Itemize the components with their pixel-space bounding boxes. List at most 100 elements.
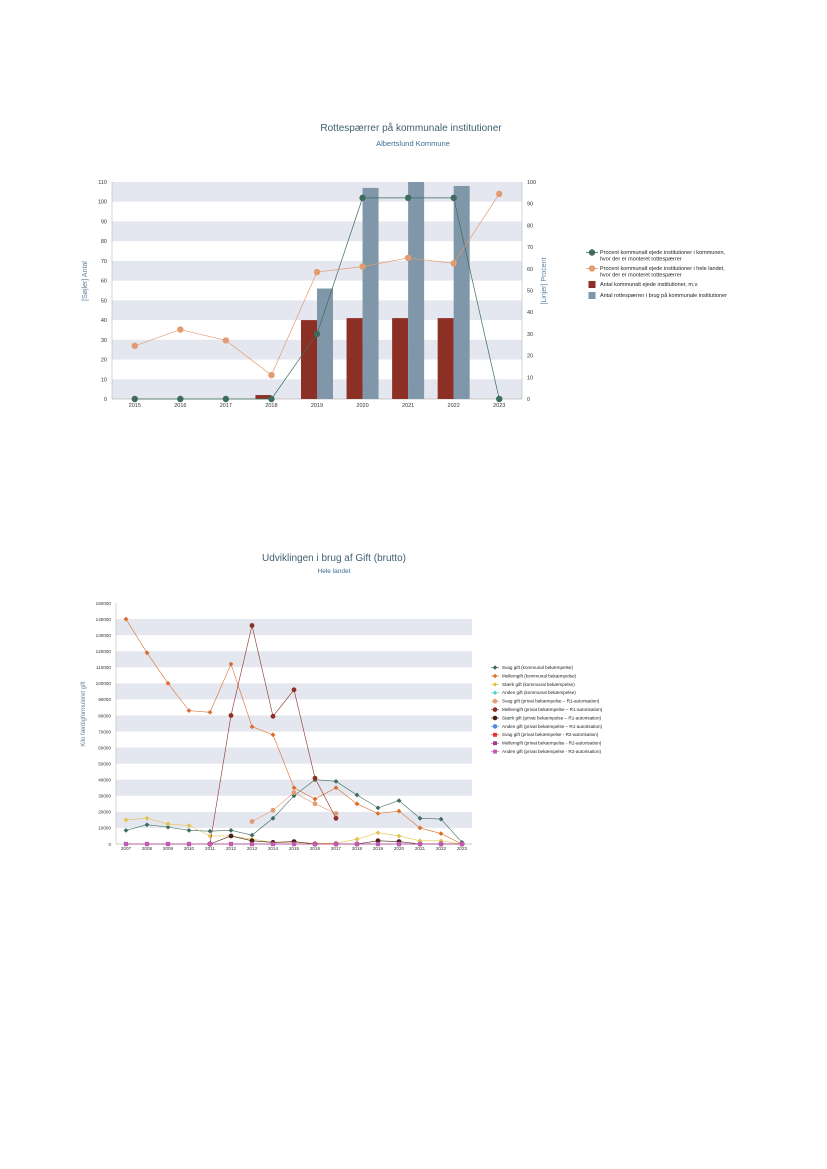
- chart2-point: [144, 815, 150, 821]
- chart2-legend-label: Stærk gift (privat bekæmpelse – R1-autor…: [502, 715, 602, 720]
- chart2-legend: Svag gift (kommunal bekæmpelse) Mellemgif…: [491, 665, 603, 754]
- chart2-point: [396, 833, 402, 839]
- chart2-legend-label: Anden gift (privat bekæmpelse - R2-autor…: [502, 749, 602, 754]
- chart1-x-tick-label: 2022: [448, 403, 460, 409]
- chart2-point: [123, 616, 129, 622]
- chart2-x-tick-label: 2014: [268, 846, 279, 851]
- chart1-point: [131, 395, 138, 403]
- chart2-legend-label: Mellemgift (privat bekæmpelse - R2-autor…: [502, 741, 602, 746]
- chart2-point: [270, 807, 276, 813]
- chart1-right-tick-label: 10: [527, 375, 533, 381]
- chart2-legend-label: Mellemgift (privat bekæmpelse – R1-autor…: [502, 707, 603, 712]
- chart2-point: [291, 687, 297, 693]
- chart2-point: [438, 841, 444, 847]
- chart2-point: [186, 827, 192, 833]
- chart1-point: [404, 254, 412, 262]
- chart2-point: [165, 821, 171, 827]
- chart2-point: [459, 841, 465, 847]
- chart1-point: [359, 194, 366, 202]
- chart1-point: [268, 371, 275, 379]
- chart2-point: [375, 830, 381, 836]
- chart2-point: [228, 833, 234, 839]
- chart1-point: [222, 395, 230, 403]
- chart2-point: [207, 828, 213, 834]
- chart2-x-tick-label: 2009: [163, 846, 174, 851]
- chart2-legend-label: Anden gift (privat bekæmpelse – R1-autor…: [502, 724, 603, 729]
- chart2-point: [249, 724, 255, 730]
- chart-gift-udvikling: Udviklingen i brug af Gift (brutto) Hele…: [81, 553, 603, 851]
- chart2-point: [333, 785, 339, 791]
- chart2-x-tick-label: 2017: [331, 846, 342, 851]
- chart2-x-tick-label: 2021: [415, 846, 426, 851]
- chart2-point: [354, 836, 360, 842]
- chart2-point: [312, 801, 318, 807]
- chart2-left-axis-label: Kilo færdigformuleret gift: [81, 681, 87, 747]
- chart2-point: [417, 815, 423, 821]
- chart1-point: [313, 330, 321, 338]
- chart2-legend-marker: [493, 749, 497, 754]
- chart1-bar: [437, 318, 454, 399]
- chart1-left-tick-label: 30: [101, 338, 107, 344]
- chart2-x-tick-label: 2007: [121, 846, 132, 851]
- chart2-point: [228, 661, 234, 667]
- chart2-legend-marker: [492, 665, 498, 670]
- chart1-x-tick-label: 2019: [311, 403, 323, 409]
- chart1-point: [450, 194, 457, 202]
- chart1-plot-area: 0 10 20 30 40 50 60 70 80 90 100 110 0 10 20 30 40 50 60 70…: [98, 180, 536, 409]
- chart2-point: [144, 822, 150, 828]
- chart1-right-tick-label: 30: [527, 332, 533, 338]
- chart2-point: [123, 817, 129, 823]
- chart1-legend-label: Procent kommunalt ejede institutioner i …: [600, 266, 725, 279]
- chart2-point: [375, 811, 381, 816]
- chart2-x-tick-label: 2012: [226, 846, 237, 851]
- chart1-left-axis-label: [Søjler] Antal: [82, 261, 89, 301]
- chart1-right-tick-label: 50: [527, 289, 533, 295]
- chart1-right-axis-label: [Linjer] Procent: [541, 257, 548, 304]
- chart2-point: [396, 841, 402, 847]
- chart1-legend-label: Procent kommunalt ejede institutioner i …: [600, 250, 726, 263]
- chart2-grid-band: [116, 619, 472, 636]
- chart2-legend-label: Svag gift (privat bekæmpelse - R2-autori…: [502, 732, 599, 737]
- chart2-point: [165, 680, 171, 686]
- chart1-right-tick-label: 0: [527, 397, 530, 403]
- chart1-legend-swatch: [588, 292, 596, 299]
- chart1-point: [313, 268, 321, 276]
- chart2-point: [270, 815, 276, 821]
- chart2-point: [333, 815, 339, 821]
- chart1-point: [131, 342, 138, 350]
- chart2-legend-marker: [492, 707, 498, 712]
- chart1-left-tick-label: 40: [101, 318, 107, 324]
- chart2-legend-label: Anden gift (kommunal bekæmpelse): [502, 690, 576, 695]
- chart2-grid-band: [116, 811, 472, 828]
- chart2-point: [165, 841, 171, 847]
- chart1-point: [496, 190, 503, 198]
- chart1-x-tick-label: 2021: [402, 403, 414, 409]
- chart2-point: [270, 713, 276, 719]
- chart2-point: [291, 841, 297, 847]
- chart2-grid-band: [116, 715, 472, 732]
- chart2-point: [228, 713, 234, 718]
- chart2-legend-marker: [492, 724, 498, 729]
- chart1-point: [404, 194, 412, 202]
- chart1-bar: [453, 185, 470, 399]
- chart2-point: [207, 841, 213, 847]
- chart2-point: [291, 790, 297, 795]
- chart2-point: [312, 841, 318, 847]
- chart1-point: [177, 326, 184, 333]
- chart2-x-tick-label: 2010: [184, 846, 195, 851]
- chart2-x-tick-label: 2016: [310, 846, 321, 851]
- chart2-y-tick-label: 90000: [98, 697, 111, 702]
- chart2-y-tick-label: 100000: [96, 681, 112, 686]
- chart2-point: [354, 801, 360, 807]
- chart1-legend: Procent kommunalt ejede institutioner i …: [586, 249, 727, 299]
- chart1-point: [177, 395, 184, 403]
- chart2-y-tick-label: 0: [108, 842, 111, 847]
- chart2-y-tick-label: 80000: [98, 713, 111, 718]
- chart2-point: [417, 825, 423, 831]
- chart2-point: [186, 841, 192, 847]
- chart1-left-tick-label: 70: [101, 259, 107, 265]
- chart1-x-tick-label: 2015: [129, 403, 141, 409]
- chart2-point: [333, 778, 339, 784]
- chart1-right-tick-label: 60: [527, 267, 533, 273]
